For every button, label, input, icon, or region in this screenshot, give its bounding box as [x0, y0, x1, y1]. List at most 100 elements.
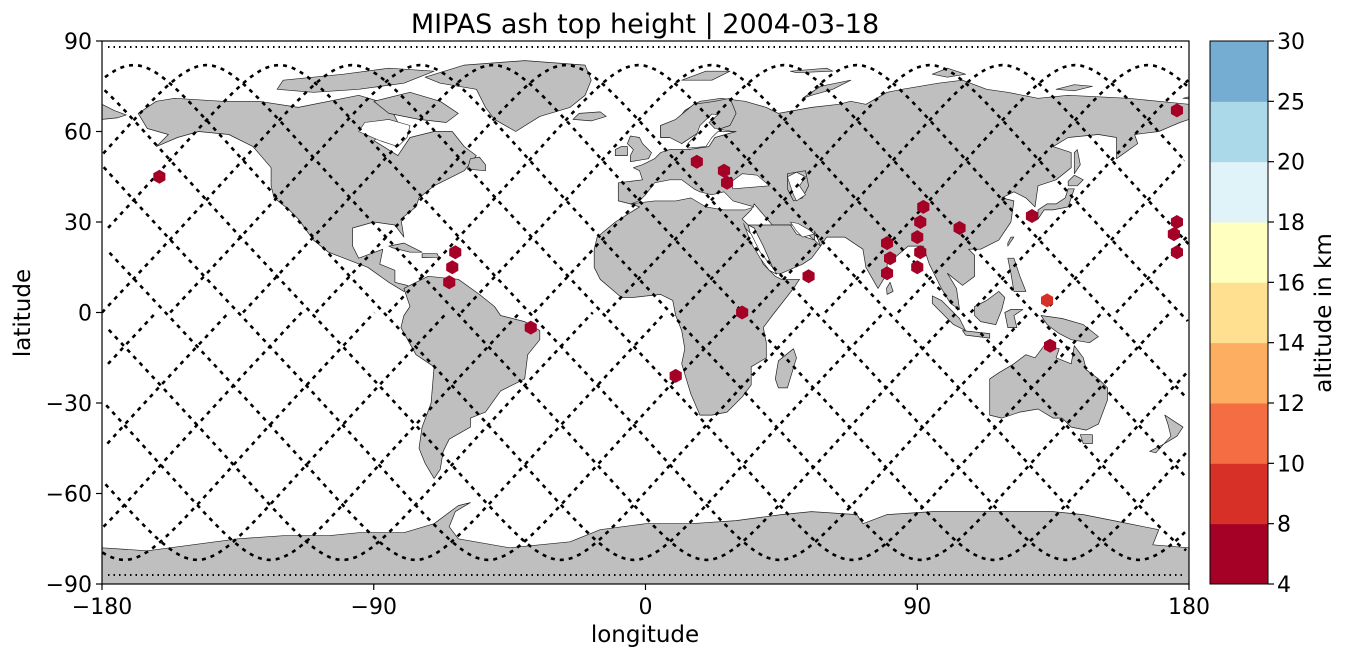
colorbar-segment	[1210, 101, 1268, 163]
colorbar-segment	[1210, 342, 1268, 404]
land-new-siberian	[1055, 84, 1093, 92]
orbit-track	[102, 63, 1103, 562]
land-hokkaido	[1067, 174, 1084, 187]
land-svalbard	[681, 70, 731, 81]
land-newfoundland	[467, 156, 486, 172]
x-tick-label: 0	[639, 595, 653, 620]
ash-point	[669, 368, 682, 383]
water-mediterranean-east	[630, 179, 755, 211]
ash-point	[881, 266, 894, 281]
land-cuba	[388, 242, 423, 253]
y-tick-label: −90	[46, 573, 92, 598]
ash-point	[446, 260, 459, 275]
land-taiwan	[1007, 236, 1015, 247]
ash-point	[917, 199, 930, 214]
colorbar-tick-label: 4	[1277, 573, 1291, 598]
ash-point	[802, 269, 815, 284]
y-tick-label: 90	[64, 30, 92, 55]
land-antarctica	[102, 502, 1189, 584]
y-tick-label: −60	[46, 483, 92, 508]
land-sri-lanka	[886, 281, 894, 295]
land-baffin-island	[373, 91, 459, 123]
ash-point	[1025, 209, 1039, 223]
water-baltic-sea	[687, 113, 734, 149]
x-tick-label: −90	[351, 595, 397, 620]
ash-point	[524, 320, 537, 335]
water-black-sea	[729, 173, 770, 190]
land-ireland	[614, 146, 628, 156]
ash-point	[1170, 215, 1183, 229]
colorbar-segment	[1210, 161, 1268, 223]
land-new-guinea	[1040, 315, 1099, 344]
chart-title: MIPAS ash top height | 2004-03-18	[411, 9, 879, 40]
land-south-america	[400, 275, 541, 479]
orbit-track	[107, 63, 1189, 562]
land-hispaniola	[421, 253, 440, 258]
orbit-track	[102, 63, 1186, 562]
colorbar-segment	[1210, 463, 1268, 525]
land-japan	[1037, 188, 1075, 220]
ash-point	[690, 154, 703, 169]
orbit-track	[102, 63, 1186, 562]
land-borneo	[974, 291, 1006, 325]
orbit-track	[102, 63, 1187, 562]
ash-point	[914, 215, 927, 229]
land-severnaya-zemlya	[931, 67, 966, 78]
colorbar: 4 8 10 12 14 16 18 20 25 30	[1209, 30, 1305, 598]
colorbar-segment	[1210, 282, 1268, 344]
land-sulawesi	[1004, 309, 1024, 328]
land-scandinavia-fill	[660, 97, 737, 144]
colorbar-tick-label: 20	[1277, 151, 1305, 176]
land-wrangel	[1182, 96, 1189, 100]
orbit-track	[106, 63, 1189, 562]
y-axis-label: latitude	[10, 269, 36, 357]
y-tick-label: 60	[64, 121, 92, 146]
orbit-track	[108, 63, 1189, 562]
colorbar-tick-label: 8	[1277, 513, 1291, 538]
ash-point	[153, 169, 166, 184]
colorbar-tick-label: 12	[1277, 392, 1305, 417]
x-tick-label: 180	[1168, 595, 1210, 620]
ash-point	[736, 305, 749, 320]
colorbar-frame	[1209, 40, 1269, 585]
x-axis-label: longitude	[591, 622, 699, 648]
land-sumatra	[931, 295, 966, 331]
y-tick-label: −30	[46, 392, 92, 417]
y-tick-label: 0	[78, 302, 92, 327]
ash-detections	[153, 103, 1183, 383]
colorbar-tick-label: 16	[1277, 271, 1305, 296]
land-tasmania	[1079, 434, 1093, 445]
land-novaya-zemlya	[802, 79, 852, 99]
colorbar-label: altitude in km	[1311, 233, 1337, 393]
ash-point	[443, 275, 456, 290]
orbit-tracks	[102, 46, 1189, 576]
land-iceland	[572, 111, 607, 122]
colorbar-segment	[1210, 41, 1268, 102]
ash-point	[914, 245, 927, 260]
ash-point	[911, 260, 924, 275]
land-philippines	[1007, 257, 1027, 292]
ash-point	[721, 175, 734, 190]
ash-point	[1170, 103, 1183, 118]
colorbar-tick-label: 10	[1277, 452, 1305, 477]
ash-point	[884, 251, 897, 266]
colorbar-tick-label: 30	[1277, 30, 1305, 55]
ash-point	[911, 230, 924, 245]
land-greenland	[424, 60, 592, 132]
land-sakhalin	[1073, 149, 1081, 175]
x-axis: −180 −90 0 90 180	[72, 584, 1210, 620]
colorbar-segment	[1210, 403, 1268, 464]
land-franz-josef	[790, 67, 834, 74]
map-panel	[102, 41, 1189, 584]
y-axis: −90 −60 −30 0 30 60 90	[46, 30, 102, 598]
ash-point	[1041, 293, 1054, 308]
colorbar-segment	[1210, 222, 1268, 283]
ash-point	[881, 236, 894, 251]
y-tick-label: 30	[64, 211, 92, 236]
colorbar-tick-label: 14	[1277, 332, 1305, 357]
x-tick-label: −180	[72, 595, 132, 620]
orbit-track	[103, 63, 1189, 562]
colorbar-tick-label: 25	[1277, 90, 1305, 115]
water-persian-gulf	[790, 221, 815, 238]
